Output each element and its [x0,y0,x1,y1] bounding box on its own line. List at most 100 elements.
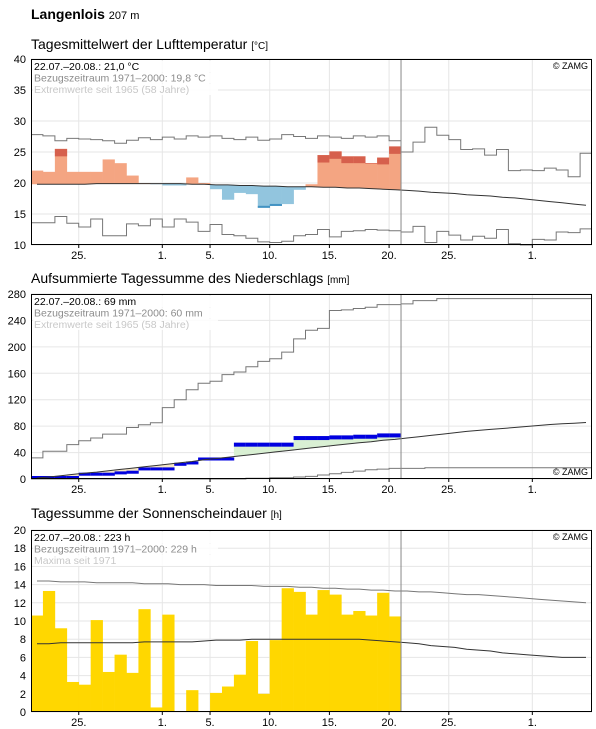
sunshine-xtick-label: 5. [205,717,214,729]
temperature-anomaly-bar [54,148,68,185]
sunshine-bar [269,640,282,712]
sunshine-bar [365,615,378,712]
temperature-anomaly-bar [221,184,235,200]
temperature-anomaly-bar [341,156,354,188]
sunshine-bar [305,614,318,712]
precipitation-normal-line [36,422,587,479]
precipitation-surplus-area [305,436,318,448]
sunshine-max-envelope [37,580,587,604]
sunshine-extremes-text: Maxima seit 1971 [34,555,116,567]
sunshine-bar [31,615,44,712]
precipitation-wet-day-mark [42,476,56,479]
sunshine-summary-text: 22.07.–20.08.: 223 h [34,532,130,544]
precipitation-summary-text: 22.07.–20.08.: 69 mm [34,296,136,308]
sunshine-bar [341,614,354,712]
temperature-reference-text: Bezugszeitraum 1971–2000: 19,8 °C [34,73,206,85]
temperature-anomaly-bar [126,175,139,184]
temperature-xtick-label: 25. [71,250,86,262]
sunshine-bar [221,686,235,712]
precipitation-xtick-label: 25. [441,484,456,496]
precipitation-wet-day-mark [78,472,91,476]
temperature-xtick-label: 20. [381,250,396,262]
precipitation-wet-day-mark [257,442,271,447]
sunshine-bar [389,616,402,712]
temperature-ytick-label: 30 [14,116,26,128]
precipitation-surplus-area [257,442,271,454]
temperature-xtick-label: 25. [441,250,456,262]
sunshine-annotation-bg [33,543,218,555]
precipitation-wet-day-mark [281,442,294,447]
precipitation-wet-day-mark [198,457,211,461]
precipitation-surplus-area [245,442,259,455]
sunshine-ytick-label: 12 [14,598,26,610]
precipitation-deficit-area [162,464,175,471]
precipitation-wet-day-mark [329,435,342,440]
temperature-chart-title: Tagesmittelwert der Lufttemperatur [°C] [31,36,268,52]
temperature-anomaly-bar [210,184,223,190]
temperature-ytick-label: 40 [14,54,26,66]
precipitation-wet-day-mark [377,433,390,438]
temperature-anomaly-bar [389,146,402,190]
temperature-normal-line [37,183,587,206]
precipitation-wet-day-mark [174,462,187,466]
temperature-anomaly-bar [317,155,330,188]
precipitation-wet-day-mark [150,467,163,471]
precipitation-xtick-label: 1. [158,484,167,496]
precipitation-wet-day-mark [126,470,139,474]
sunshine-xtick-label: 15. [322,717,337,729]
sunshine-bar [102,671,115,712]
precipitation-chart: 0 40 80 120 160 200 240 280 25. 1. 5. 10. 15. 20. 25. 1… [8,289,592,496]
sunshine-ytick-label: 20 [14,525,26,537]
temperature-ytick-label: 20 [14,178,26,190]
precipitation-ytick-label: 240 [8,315,26,327]
precipitation-ytick-label: 120 [8,395,26,407]
temperature-anomaly-extreme [329,151,342,159]
precipitation-wet-day-mark [54,476,68,479]
precipitation-wet-day-mark [389,433,402,438]
sunshine-bar [377,592,390,712]
precipitation-ytick-label: 40 [14,448,26,460]
temperature-anomaly-extreme [377,157,390,165]
temperature-anomaly-bar [257,186,271,208]
precipitation-xtick-label: 20. [381,484,396,496]
precipitation-xtick-label: 10. [262,484,277,496]
sunshine-bar [245,641,259,712]
sunshine-xtick-label: 20. [381,717,396,729]
sunshine-copyright: © ZAMG [553,532,588,542]
sunshine-unit: [h] [270,510,282,521]
temperature-anomaly-bar [162,183,175,186]
temperature-chart: 10 15 20 25 30 35 40 25. 1. 5. 10. 15. 20. 25. 1. 22.07… [14,54,592,262]
sunshine-reference-text: Bezugszeitraum 1971–2000: 229 h [34,544,197,556]
precipitation-surplus-area [269,442,282,452]
temperature-ytick-label: 35 [14,85,26,97]
station-name: Langenlois [31,6,105,22]
precipitation-wet-day-mark [269,442,282,447]
precipitation-ytick-label: 280 [8,289,26,301]
temperature-anomaly-bar [353,156,366,188]
temperature-anomaly-bar [31,170,44,185]
temperature-anomaly-extreme [317,155,330,163]
sunshine-ytick-label: 8 [20,634,26,646]
precipitation-unit: [mm] [327,275,350,286]
sunshine-annotation-bg [33,555,218,566]
temperature-anomaly-bar [245,185,259,195]
sunshine-normal-line [37,638,586,658]
sunshine-ytick-label: 16 [14,561,26,573]
sunshine-bar [54,628,68,712]
precipitation-wet-day-mark [102,472,115,476]
precipitation-extremes-text: Extremwerte seit 1965 (58 Jahre) [34,319,189,331]
precipitation-wet-day-mark [221,457,235,461]
temperature-anomaly-bar [233,185,247,193]
precipitation-xtick-label: 1. [528,484,537,496]
temperature-annotation-bg [33,72,218,84]
precipitation-wet-day-mark [341,435,354,440]
temperature-anomaly-bar [281,186,294,205]
temperature-unit: [°C] [251,41,268,52]
temperature-anomaly-bar [90,171,103,184]
temperature-ytick-label: 10 [14,240,26,252]
sunshine-bar [233,674,247,712]
sunshine-bar [317,590,330,712]
temperature-annotation-bg [33,84,218,95]
temperature-ytick-label: 25 [14,147,26,159]
sunshine-bar [162,614,175,712]
